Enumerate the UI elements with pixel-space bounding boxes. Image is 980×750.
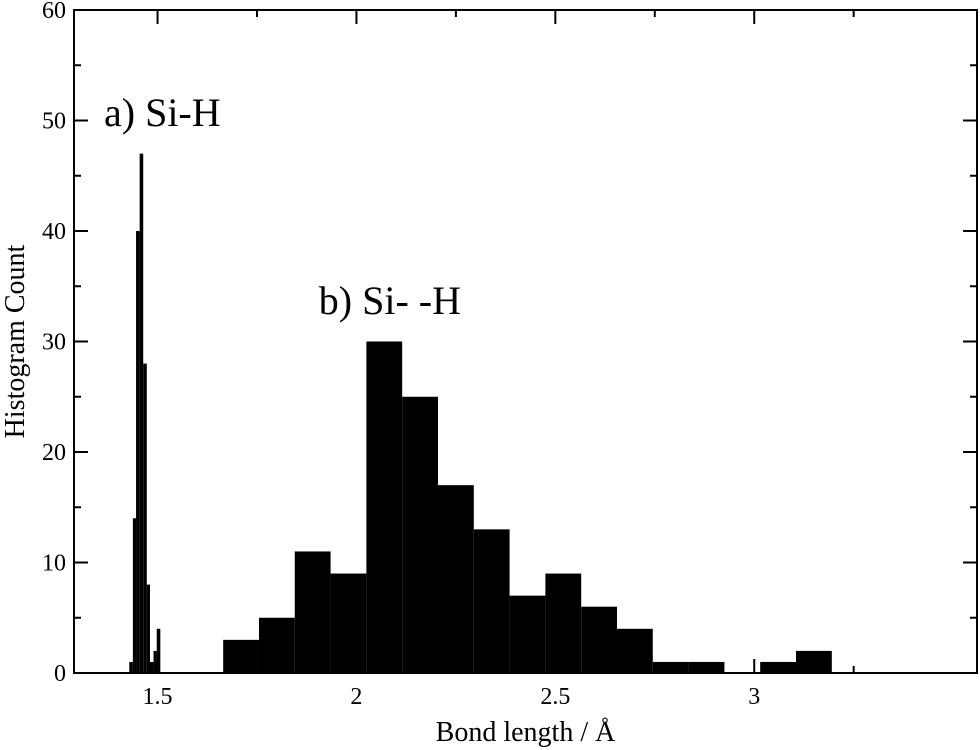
histogram-bar-1-4 [366, 341, 403, 673]
histogram-bar-1-13 [688, 661, 725, 673]
histogram-bar-1-3 [330, 573, 367, 673]
histogram-bar-0-7 [153, 650, 157, 673]
histogram-bars [129, 153, 832, 673]
y-tick-label: 30 [42, 330, 66, 356]
y-tick-label: 40 [42, 219, 66, 245]
y-axis-label: Histogram Count [0, 244, 31, 438]
histogram-bar-0-4 [143, 363, 147, 673]
histogram-bar-0-6 [149, 661, 154, 673]
annotation-label: a) Si-H [104, 90, 221, 135]
histogram-bar-1-5 [402, 396, 438, 673]
histogram-bar-1-12 [652, 661, 689, 673]
x-tick-label: 3 [748, 684, 760, 710]
x-tick-label: 1.5 [143, 684, 173, 710]
histogram-bar-1-10 [581, 606, 617, 673]
histogram-bar-0-5 [146, 584, 150, 673]
histogram-bar-1-16 [796, 650, 832, 673]
y-tick-label: 20 [42, 440, 66, 466]
histogram-bar-1-8 [509, 595, 546, 673]
histogram-bar-1-11 [616, 628, 653, 673]
y-tick-label: 50 [42, 109, 66, 135]
histogram-bar-1-15 [760, 661, 796, 673]
histogram-bar-1-2 [294, 551, 331, 673]
annotation-label: b) Si- -H [319, 278, 461, 323]
histogram-bar-0-0 [129, 661, 133, 673]
histogram-bar-0-1 [132, 518, 137, 673]
y-tick-label: 10 [42, 551, 66, 577]
y-tick-label: 0 [54, 661, 66, 687]
histogram-bar-0-3 [139, 153, 144, 673]
histogram-bar-0-8 [156, 628, 161, 673]
histogram-bar-1-0 [223, 639, 259, 673]
x-tick-label: 2 [350, 684, 362, 710]
histogram-bar-1-1 [258, 617, 295, 673]
x-axis-label: Bond length / Å [436, 717, 616, 748]
histogram-bar-0-2 [136, 231, 140, 673]
histogram-bar-1-7 [473, 529, 510, 673]
chart-annotations: a) Si-H b) Si- -H [104, 90, 461, 323]
x-tick-label: 2.5 [540, 684, 570, 710]
y-tick-label: 60 [42, 0, 66, 24]
histogram-bar-1-9 [545, 573, 582, 673]
histogram-bar-1-6 [437, 485, 474, 673]
